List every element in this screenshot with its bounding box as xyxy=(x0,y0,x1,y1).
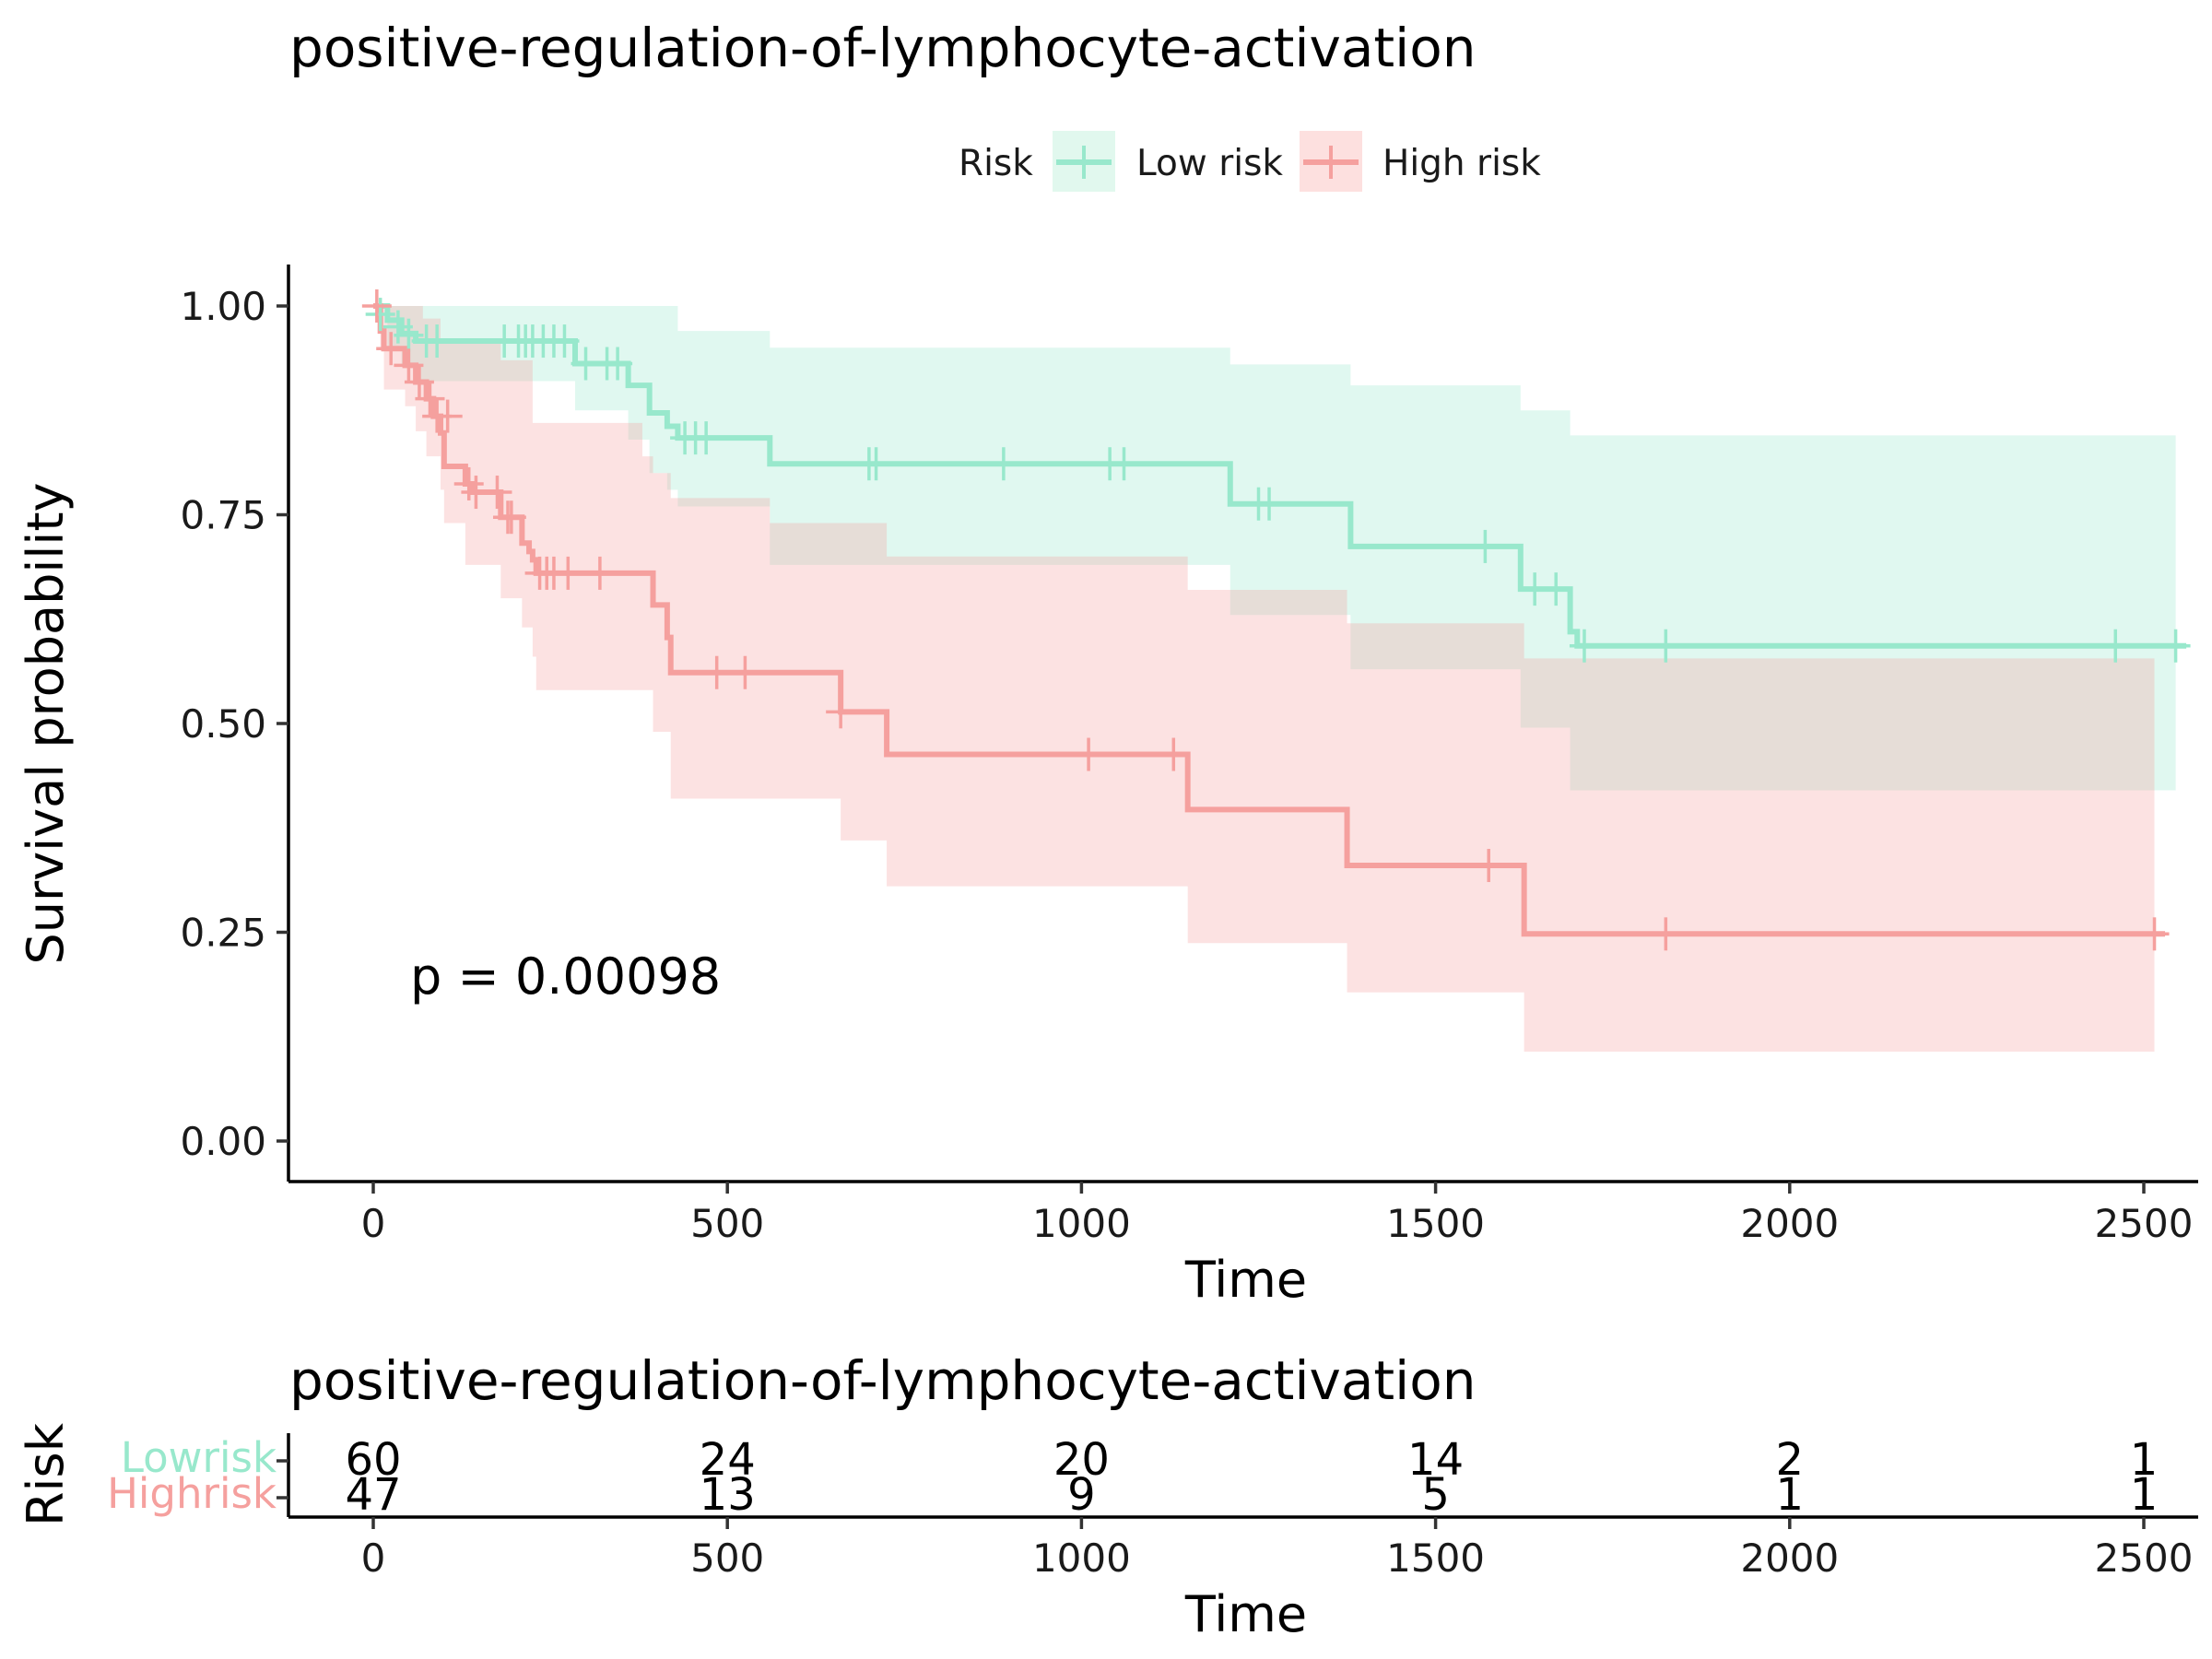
x-axis-label: Time xyxy=(1184,1251,1307,1309)
x-tick-label: 1500 xyxy=(1386,1201,1485,1246)
risk-count-highrisk: 5 xyxy=(1421,1469,1450,1521)
plot-area xyxy=(361,289,2191,1053)
survival-curve-high-risk xyxy=(373,303,2166,937)
risk-count-lowrisk: 14 xyxy=(1407,1434,1464,1486)
risk-row-label-high-risk: Highrisk xyxy=(107,1469,276,1518)
risk-table-y-label: Risk xyxy=(17,1422,75,1526)
risk-count-highrisk: 1 xyxy=(1776,1469,1805,1521)
risk-x-tick-label: 500 xyxy=(690,1535,764,1581)
risk-count-lowrisk: 2 xyxy=(1776,1434,1805,1486)
ci-band-low-risk xyxy=(373,306,2176,791)
y-axis-label: Survival probability xyxy=(17,483,75,965)
risk-table-cells: 60 24 20 14 2 147 13 9 5 1 1 xyxy=(276,1434,2158,1521)
ci-band-high-risk xyxy=(373,306,2155,1053)
y-tick-label: 1.00 xyxy=(180,284,266,329)
legend-title: Risk xyxy=(959,143,1033,184)
risk-count-highrisk: 9 xyxy=(1067,1469,1096,1521)
y-tick-label: 0.50 xyxy=(180,701,266,747)
risk-table-x-label: Time xyxy=(1184,1585,1307,1643)
risk-x-tick-label: 1000 xyxy=(1032,1535,1131,1581)
risk-x-tick-label: 2500 xyxy=(2095,1535,2194,1581)
risk-x-tick-label: 0 xyxy=(361,1535,386,1581)
y-axis-ticks: 0.00 0.25 0.50 0.75 1.00 xyxy=(180,284,288,1164)
x-tick-label: 0 xyxy=(361,1201,386,1246)
p-value-annotation: p = 0.00098 xyxy=(410,947,721,1006)
chart-title: positive-regulation-of-lymphocyte-activa… xyxy=(289,17,1477,79)
y-tick-label: 0.75 xyxy=(180,493,266,538)
risk-table-title: positive-regulation-of-lymphocyte-activa… xyxy=(289,1349,1477,1412)
risk-count-highrisk: 47 xyxy=(345,1469,401,1521)
legend: Risk Low risk High risk xyxy=(959,131,1541,192)
y-tick-label: 0.25 xyxy=(180,911,266,956)
confidence-bands xyxy=(373,306,2176,1053)
risk-x-tick-label: 1500 xyxy=(1386,1535,1485,1581)
x-tick-label: 2500 xyxy=(2095,1201,2194,1246)
risk-x-tick-label: 2000 xyxy=(1740,1535,1839,1581)
x-tick-label: 500 xyxy=(690,1201,764,1246)
risk-table-x-ticks: 0 500 1000 1500 2000 2500 xyxy=(361,1517,2194,1581)
risk-count-highrisk: 13 xyxy=(700,1469,756,1521)
risk-table: positive-regulation-of-lymphocyte-activa… xyxy=(17,1349,2198,1643)
legend-label-high-risk: High risk xyxy=(1382,143,1541,184)
censor-marks xyxy=(361,289,2191,951)
x-axis-ticks: 0 500 1000 1500 2000 2500 xyxy=(361,1182,2194,1246)
y-tick-label: 0.00 xyxy=(180,1119,266,1164)
risk-count-lowrisk: 24 xyxy=(700,1434,756,1486)
risk-count-lowrisk: 1 xyxy=(2130,1434,2159,1486)
risk-count-lowrisk: 20 xyxy=(1053,1434,1110,1486)
legend-label-low-risk: Low risk xyxy=(1136,143,1283,184)
x-tick-label: 2000 xyxy=(1740,1201,1839,1246)
risk-count-highrisk: 1 xyxy=(2130,1469,2159,1521)
x-tick-label: 1000 xyxy=(1032,1201,1131,1246)
risk-row-label-low-risk: Lowrisk xyxy=(121,1433,276,1482)
risk-count-lowrisk: 60 xyxy=(345,1434,401,1486)
